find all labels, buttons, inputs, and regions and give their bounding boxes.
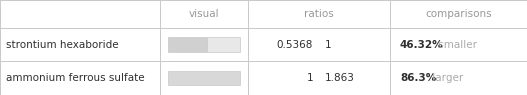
Text: ammonium ferrous sulfate: ammonium ferrous sulfate: [6, 73, 144, 83]
Text: visual: visual: [189, 9, 219, 19]
Text: 1: 1: [306, 73, 313, 83]
Text: 1.863: 1.863: [325, 73, 355, 83]
Bar: [207, 37, 240, 52]
Text: ratios: ratios: [304, 9, 334, 19]
Text: 0.5368: 0.5368: [277, 40, 313, 49]
Text: smaller: smaller: [435, 40, 477, 49]
Bar: [168, 71, 240, 85]
Text: comparisons: comparisons: [425, 9, 492, 19]
Text: 86.3%: 86.3%: [400, 73, 436, 83]
Bar: [168, 37, 207, 52]
Text: 46.32%: 46.32%: [400, 40, 444, 49]
Text: strontium hexaboride: strontium hexaboride: [6, 40, 119, 49]
Text: larger: larger: [429, 73, 463, 83]
Text: 1: 1: [325, 40, 331, 49]
